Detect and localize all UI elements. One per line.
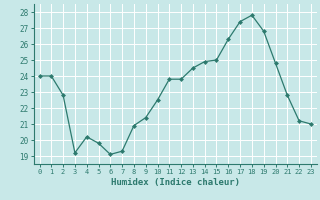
X-axis label: Humidex (Indice chaleur): Humidex (Indice chaleur) [111, 178, 240, 187]
